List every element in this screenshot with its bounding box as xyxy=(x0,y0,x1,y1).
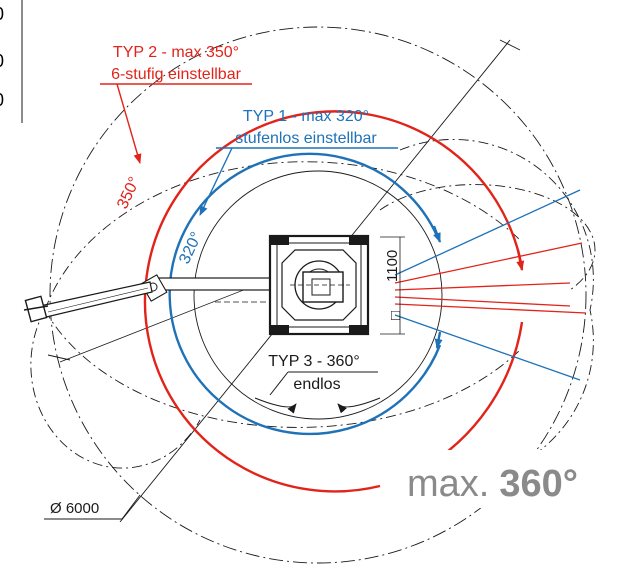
arm-extension-inner xyxy=(47,287,149,313)
arm-extension xyxy=(39,281,153,319)
typ3-leader xyxy=(269,371,289,396)
swing-arc-lower xyxy=(44,309,521,428)
post-size-value: 1100 xyxy=(384,250,401,282)
typ1-stop-line xyxy=(394,314,581,381)
typ2-stop-line xyxy=(394,296,571,307)
typ1-leader-arrow xyxy=(199,147,233,216)
typ1-stop-lines xyxy=(394,189,581,381)
base-octagon xyxy=(281,249,357,321)
typ2-arc-arrow xyxy=(516,249,525,271)
max-rotation-value: 360° xyxy=(499,463,578,505)
typ2-leader-arrow xyxy=(116,83,142,164)
corner-table: 0 0 0 xyxy=(0,0,23,123)
swing-arc-right-mid xyxy=(379,184,596,291)
typ2-stop-line xyxy=(394,303,587,314)
table-digit: 0 xyxy=(0,90,4,110)
swing-arc-right xyxy=(399,139,594,311)
drive-motor xyxy=(311,278,331,296)
typ1-swing-arc xyxy=(168,152,442,436)
typ3-rotation-arrow-right xyxy=(337,397,381,414)
diameter-label: Ø 6000 xyxy=(50,500,99,517)
swing-arc-small xyxy=(30,309,201,469)
typ1-arc-arrow-end xyxy=(434,331,443,349)
arm-tool-bar xyxy=(23,305,49,311)
typ3-title: TYP 3 - 360° xyxy=(268,353,359,370)
typ3-rotation-arrow-left xyxy=(254,397,297,414)
table-digit: 0 xyxy=(0,51,4,71)
dimension-tick xyxy=(499,39,521,51)
typ3-subtitle: endlos xyxy=(293,376,340,393)
typ2-angle: 350° xyxy=(114,175,143,212)
typ2-title: TYP 2 - max 350° xyxy=(113,44,239,61)
typ2-subtitle: 6-stufig einstellbar xyxy=(111,66,242,83)
typ1-title: TYP 1 - max 320° xyxy=(243,108,369,125)
base-corner-bolt xyxy=(271,325,289,333)
max-rotation-backdrop xyxy=(396,450,606,508)
max-rotation-prefix: max. xyxy=(407,463,489,505)
max-rotation-label: max. 360° xyxy=(407,463,578,505)
typ2-swing-arc-end xyxy=(419,321,524,472)
base-corner-bolt xyxy=(271,237,289,245)
column-base xyxy=(268,234,370,336)
typ1-arc-arrow xyxy=(432,225,442,243)
base-corner-bolt xyxy=(349,237,367,245)
typ1-angle: 320° xyxy=(176,230,205,267)
typ2-swing-arc xyxy=(143,110,524,493)
typ2-stop-line xyxy=(394,282,571,291)
typ1-label: TYP 1 - max 320° stufenlos einstellbar 3… xyxy=(176,108,398,267)
inner-circle xyxy=(193,170,443,420)
post-size-symbol: □ xyxy=(387,311,404,320)
typ2-stop-line xyxy=(394,242,583,284)
outer-reach-circle xyxy=(49,26,587,564)
base-plate-inner xyxy=(276,242,362,328)
typ1-subtitle: stufenlos einstellbar xyxy=(235,130,377,147)
typ2-stop-lines xyxy=(394,242,587,314)
table-digit: 0 xyxy=(0,4,4,24)
base-corner-bolt xyxy=(349,325,367,333)
typ3-label: TYP 3 - 360° endlos xyxy=(254,353,381,414)
diameter-leader xyxy=(44,494,141,520)
drive-housing xyxy=(302,271,344,303)
typ1-stop-line xyxy=(394,189,581,276)
